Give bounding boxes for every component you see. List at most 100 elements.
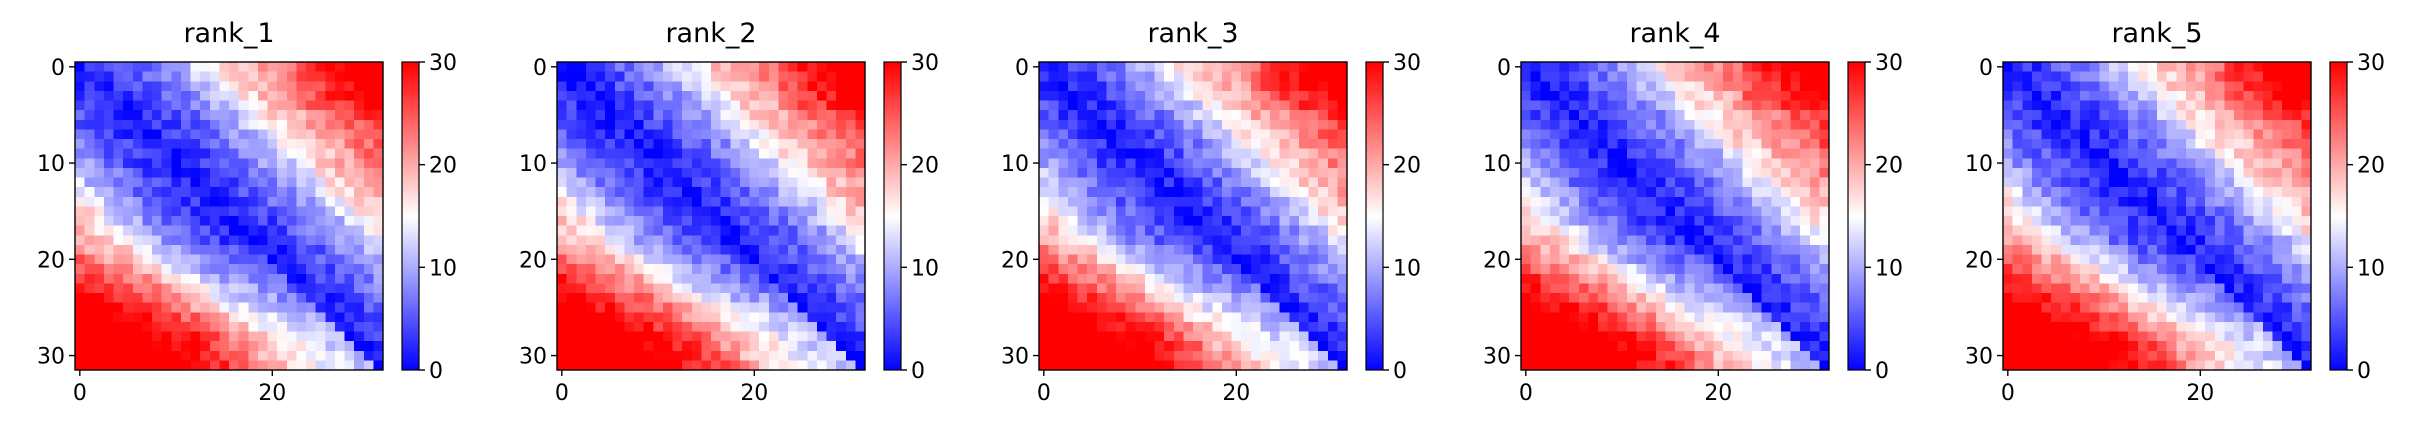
heatmap-cell xyxy=(807,264,818,275)
heatmap-cell xyxy=(152,187,163,198)
heatmap-cell xyxy=(691,110,702,121)
heatmap-cell xyxy=(1636,206,1647,217)
colorbar-step xyxy=(884,117,901,122)
heatmap-cell xyxy=(1106,187,1117,198)
heatmap-cell xyxy=(1761,321,1772,333)
heatmap-cell xyxy=(1703,341,1715,352)
heatmap-cell xyxy=(1241,187,1252,198)
heatmap-cell xyxy=(2003,158,2014,169)
heatmap-cell xyxy=(1077,177,1088,188)
heatmap-cell xyxy=(2070,110,2081,121)
heatmap-cell xyxy=(797,148,808,159)
heatmap-cell xyxy=(1761,216,1772,227)
heatmap-cell xyxy=(682,81,693,92)
heatmap-cell xyxy=(1819,216,1830,227)
heatmap-cell xyxy=(219,206,230,217)
heatmap-cell xyxy=(1703,244,1715,256)
heatmap-cell xyxy=(845,62,856,73)
heatmap-cell xyxy=(2253,129,2264,140)
heatmap-cell xyxy=(2108,148,2120,159)
heatmap-cell xyxy=(219,62,230,73)
heatmap-cell xyxy=(1212,244,1223,256)
heatmap-cell xyxy=(2070,167,2081,179)
heatmap-cell xyxy=(1260,283,1271,294)
heatmap-cell xyxy=(161,90,172,102)
heatmap-cell xyxy=(1048,167,1059,179)
heatmap-cell xyxy=(1058,350,1069,361)
heatmap-cell xyxy=(306,148,317,159)
heatmap-cell xyxy=(75,62,86,73)
heatmap-cell xyxy=(730,71,741,82)
colorbar-step xyxy=(402,308,419,313)
heatmap-cell xyxy=(1087,148,1098,159)
heatmap-cell xyxy=(1790,341,1801,352)
heatmap-cell xyxy=(624,254,635,265)
heatmap-cell xyxy=(2051,167,2062,179)
heatmap-cell xyxy=(749,254,760,265)
heatmap-cell xyxy=(1723,196,1734,207)
heatmap-cell xyxy=(1771,321,1782,333)
heatmap-cell xyxy=(1521,167,1532,179)
colorbar-step xyxy=(1366,98,1383,103)
heatmap-cell xyxy=(1067,110,1079,121)
heatmap-cell xyxy=(180,350,192,361)
heatmap-cell xyxy=(152,62,163,73)
colorbar-step xyxy=(884,175,901,180)
heatmap-cell xyxy=(267,264,278,275)
heatmap-cell xyxy=(2224,90,2235,102)
heatmap-cell xyxy=(229,62,240,73)
heatmap-cell xyxy=(2118,129,2129,140)
heatmap-cell xyxy=(1703,110,1715,121)
heatmap-cell xyxy=(1588,312,1599,323)
heatmap-cell xyxy=(286,119,297,130)
colorbar-step xyxy=(1366,175,1383,180)
heatmap-cell xyxy=(296,119,307,130)
heatmap-cell xyxy=(1221,283,1233,294)
heatmap-cell xyxy=(1289,110,1300,121)
colorbar-step xyxy=(1848,92,1865,97)
heatmap-cell xyxy=(1298,177,1310,188)
heatmap-cell xyxy=(1212,341,1223,352)
colorbar-step xyxy=(1366,77,1383,82)
colorbar-tick-label: 0 xyxy=(911,359,925,384)
heatmap-cell xyxy=(1298,71,1310,82)
heatmap-cell xyxy=(1279,139,1290,150)
heatmap-cell xyxy=(354,81,365,92)
heatmap-cell xyxy=(778,139,789,150)
heatmap-cell xyxy=(1077,129,1088,140)
heatmap-cell xyxy=(701,158,712,169)
heatmap-cell xyxy=(2003,81,2014,92)
heatmap-cell xyxy=(1598,187,1609,198)
heatmap-cell xyxy=(1270,81,1281,92)
heatmap-cell xyxy=(152,167,163,179)
heatmap-cell xyxy=(1039,350,1050,361)
colorbar-step xyxy=(402,151,419,155)
heatmap-cell xyxy=(614,321,625,333)
heatmap-cell xyxy=(315,360,326,371)
heatmap-cell xyxy=(1771,167,1782,179)
heatmap-cell xyxy=(315,235,326,246)
heatmap-cell xyxy=(1221,90,1233,102)
heatmap-cell xyxy=(749,235,760,246)
heatmap-cell xyxy=(1279,110,1290,121)
heatmap-cell xyxy=(373,264,384,275)
heatmap-cell xyxy=(1598,244,1609,256)
colorbar-step xyxy=(402,216,419,220)
heatmap-cell xyxy=(2108,62,2120,73)
heatmap-cell xyxy=(643,100,654,111)
colorbar-step xyxy=(884,65,901,69)
heatmap-cell xyxy=(1058,119,1069,130)
heatmap-cell xyxy=(180,321,192,333)
colorbar-tick-label: 30 xyxy=(911,51,939,76)
heatmap-cell xyxy=(2272,81,2283,92)
heatmap-cell xyxy=(1337,148,1348,159)
heatmap-cell xyxy=(1752,302,1763,313)
heatmap-cell xyxy=(344,216,355,227)
heatmap-cell xyxy=(1173,341,1184,352)
colorbar-step xyxy=(884,123,901,128)
heatmap-cell xyxy=(595,264,606,275)
heatmap-cell xyxy=(1279,216,1290,227)
heatmap-cell xyxy=(84,206,95,217)
heatmap-cell xyxy=(855,235,866,246)
heatmap-cell xyxy=(1221,341,1233,352)
